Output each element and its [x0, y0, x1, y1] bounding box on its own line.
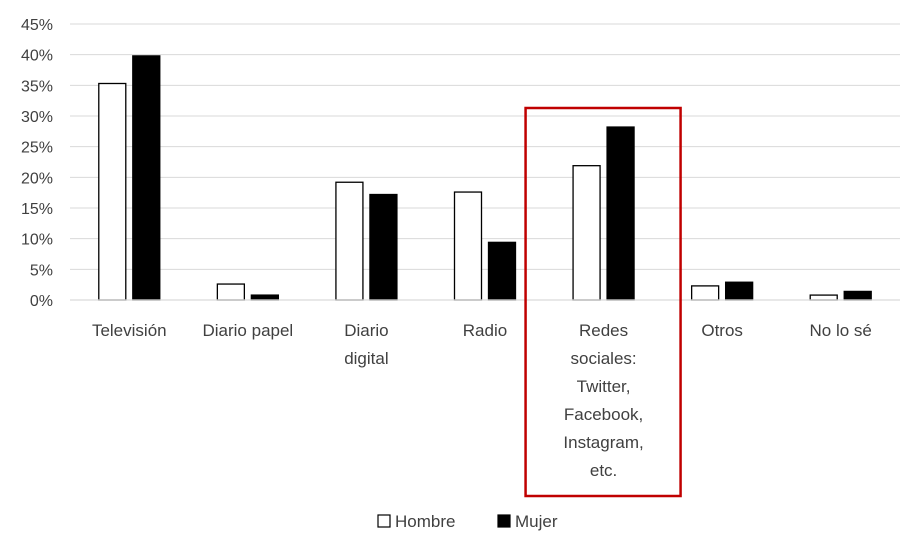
bar-hombre	[690, 285, 720, 301]
x-category-label: Radio	[463, 321, 507, 340]
x-category-label: Redes sociales: Twitter, Facebook, Instagram…	[563, 321, 643, 480]
y-tick-label: 45%	[21, 17, 53, 34]
bar-mujer	[724, 281, 754, 301]
highlight-box	[524, 106, 682, 498]
x-axis-category-labels: Televisión Diario papel Diario digital Radio…	[92, 321, 872, 480]
legend-swatch-hombre	[377, 514, 391, 528]
bar-mujer	[487, 241, 517, 301]
x-category-label-line: Diario	[344, 321, 388, 340]
legend-label-hombre: Hombre	[395, 512, 455, 531]
y-tick-label: 40%	[21, 48, 53, 65]
x-category-label: Diario digital	[344, 321, 388, 368]
x-category-label-line: Diario papel	[202, 321, 293, 340]
bar-mujer	[369, 193, 398, 301]
bar-hombre	[572, 165, 601, 301]
x-category-label-line: Televisión	[92, 321, 167, 340]
x-category-label-line: Twitter,	[577, 377, 631, 396]
x-category-label-line: digital	[344, 349, 388, 368]
bar-hombre	[453, 191, 483, 301]
y-tick-label: 0%	[30, 293, 53, 310]
gridlines	[70, 23, 900, 270]
x-category-label: Otros	[701, 321, 743, 340]
bar-hombre	[809, 294, 838, 301]
x-category-label-line: Radio	[463, 321, 507, 340]
x-category-label-line: Otros	[701, 321, 743, 340]
x-category-label-line: Redes	[579, 321, 628, 340]
x-category-label: Diario papel	[202, 321, 293, 340]
y-tick-label: 5%	[30, 262, 53, 279]
bar-mujer	[606, 126, 635, 301]
bar-mujer	[132, 55, 161, 301]
bar-hombre	[98, 82, 127, 301]
y-tick-label: 35%	[21, 78, 53, 95]
bar-hombre	[216, 283, 246, 301]
x-category-label-line: No lo sé	[810, 321, 872, 340]
legend: Hombre Mujer	[377, 512, 558, 531]
x-category-label-line: etc.	[590, 461, 617, 480]
y-axis-tick-labels: 0% 5% 10% 15% 20% 25% 30% 35% 40% 45%	[21, 17, 53, 310]
bar-mujer	[250, 294, 280, 301]
x-category-label-line: Facebook,	[564, 405, 643, 424]
y-tick-label: 25%	[21, 140, 53, 157]
x-category-label: Televisión	[92, 321, 167, 340]
y-tick-label: 20%	[21, 170, 53, 187]
y-tick-label: 10%	[21, 232, 53, 249]
bar-hombre	[335, 181, 364, 301]
x-category-label: No lo sé	[810, 321, 872, 340]
y-tick-label: 30%	[21, 109, 53, 126]
x-category-label-line: Instagram,	[563, 433, 643, 452]
legend-label-mujer: Mujer	[515, 512, 558, 531]
x-category-label-line: sociales:	[571, 349, 637, 368]
legend-swatch-mujer	[497, 514, 511, 528]
y-tick-label: 15%	[21, 201, 53, 218]
bars	[98, 55, 872, 301]
bar-mujer	[843, 290, 872, 301]
